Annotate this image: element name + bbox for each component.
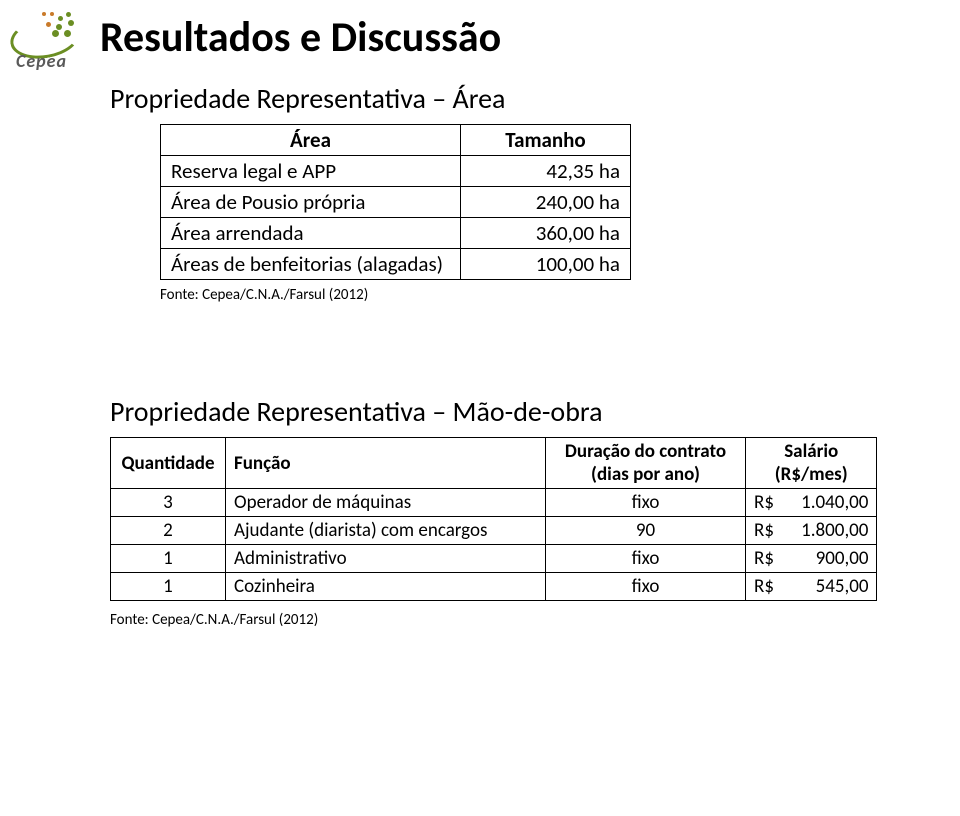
table-row: 1 Administrativo fixo R$ 900,00 bbox=[111, 545, 877, 573]
labor-header-qty: Quantidade bbox=[111, 438, 226, 489]
table-row: Reserva legal e APP 42,35 ha bbox=[161, 156, 631, 187]
logo-text: Cepea bbox=[16, 50, 67, 72]
table-row: 3 Operador de máquinas fixo R$ 1.040,00 bbox=[111, 489, 877, 517]
table-row: Área de Pousio própria 240,00 ha bbox=[161, 187, 631, 218]
labor-header-sal: Salário (R$/mes) bbox=[746, 438, 877, 489]
page-title: Resultados e Discussão bbox=[100, 12, 900, 63]
area-subtitle: Propriedade Representativa – Área bbox=[110, 81, 900, 116]
table-row: 2 Ajudante (diarista) com encargos 90 R$… bbox=[111, 517, 877, 545]
labor-table: Quantidade Função Duração do contrato (d… bbox=[110, 437, 877, 601]
area-header-col1: Área bbox=[161, 125, 461, 156]
table-row: 1 Cozinheira fixo R$ 545,00 bbox=[111, 573, 877, 601]
area-table: Área Tamanho Reserva legal e APP 42,35 h… bbox=[160, 124, 631, 280]
cepea-logo: Cepea bbox=[10, 10, 90, 70]
labor-header-dur: Duração do contrato (dias por ano) bbox=[546, 438, 746, 489]
area-header-col2: Tamanho bbox=[461, 125, 631, 156]
labor-source: Fonte: Cepea/C.N.A./Farsul (2012) bbox=[110, 611, 900, 629]
table-row: Áreas de benfeitorias (alagadas) 100,00 … bbox=[161, 249, 631, 280]
labor-header-func: Função bbox=[226, 438, 546, 489]
area-source: Fonte: Cepea/C.N.A./Farsul (2012) bbox=[160, 286, 900, 304]
labor-subtitle: Propriedade Representativa – Mão-de-obra bbox=[110, 394, 900, 429]
table-row: Área arrendada 360,00 ha bbox=[161, 218, 631, 249]
